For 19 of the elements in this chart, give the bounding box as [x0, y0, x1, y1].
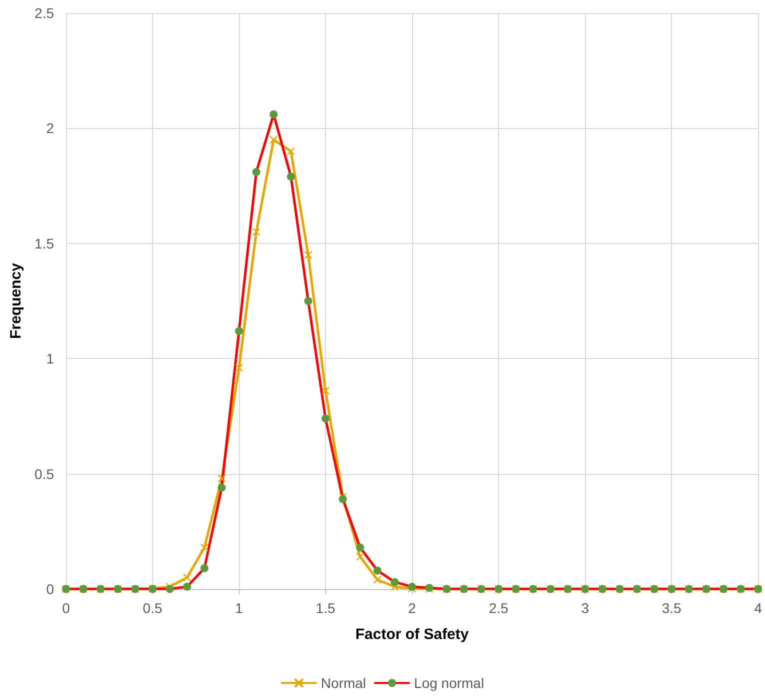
x-tick-label: 1.5 — [316, 600, 336, 616]
y-axis-title: Frequency — [8, 262, 25, 339]
x-tick-label: 3.5 — [662, 600, 682, 616]
legend-label: Log normal — [414, 675, 484, 691]
x-tick-label: 4 — [754, 600, 762, 616]
y-tick-label: 2.5 — [34, 5, 54, 21]
x-tick-label: 2.5 — [488, 600, 509, 616]
y-tick-label: 2 — [46, 120, 54, 136]
y-tick-label: 1 — [46, 350, 54, 367]
x-tick-label: 0.5 — [142, 600, 162, 616]
x-tick-label: 3 — [581, 600, 590, 616]
x-tick-label: 1 — [235, 600, 244, 616]
y-tick-label: 0 — [46, 581, 54, 597]
x-axis-title: Factor of Safety — [355, 626, 470, 643]
x-tick-label: 0 — [62, 600, 70, 616]
x-tick-label: 2 — [408, 600, 416, 616]
y-tick-label: 1.5 — [34, 235, 54, 252]
legend-label: Normal — [320, 675, 366, 691]
y-tick-label: 0.5 — [34, 466, 54, 482]
